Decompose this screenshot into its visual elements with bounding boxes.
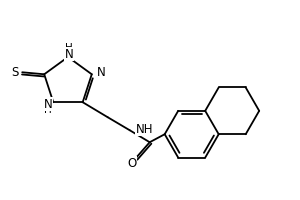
Text: H: H xyxy=(65,43,73,53)
Text: N: N xyxy=(64,47,74,60)
Text: N: N xyxy=(97,66,106,79)
Text: H: H xyxy=(44,105,52,115)
Text: N: N xyxy=(44,98,53,111)
Text: S: S xyxy=(11,66,19,79)
Text: O: O xyxy=(127,157,136,170)
Text: NH: NH xyxy=(136,123,153,136)
